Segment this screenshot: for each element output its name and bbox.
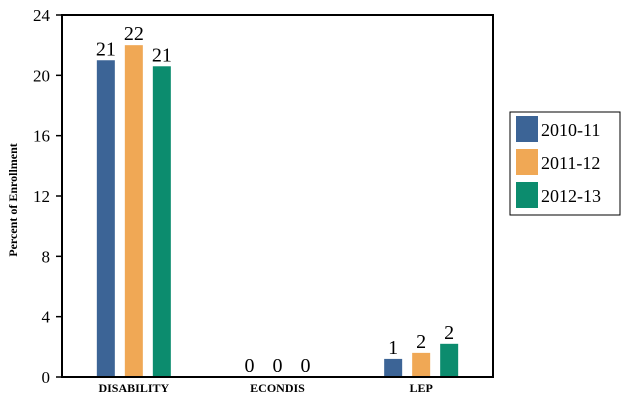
bar-disability-2010-11 (96, 60, 115, 377)
data-label: 21 (152, 44, 172, 66)
plot-frame (61, 14, 494, 378)
y-tick-label: 4 (42, 308, 51, 327)
y-tick-label: 16 (33, 127, 50, 146)
data-label: 0 (273, 355, 283, 377)
bar-disability-2012-13 (152, 66, 171, 378)
y-tick-label: 12 (33, 187, 50, 206)
y-axis-ticks: 0 4 8 12 16 20 24 (33, 6, 62, 387)
bars (96, 45, 459, 378)
y-axis-title: Percent of Enrollment (6, 143, 20, 257)
data-label: 22 (124, 23, 144, 45)
data-label: 2 (416, 331, 426, 353)
legend-label: 2012-13 (541, 186, 601, 206)
legend-swatch (516, 116, 538, 142)
legend-swatch (516, 149, 538, 175)
category-labels: DISABILITY ECONDIS LEP (98, 381, 432, 395)
bar-lep-2012-13 (440, 343, 459, 377)
y-tick-label: 20 (33, 66, 50, 85)
category-label-lep: LEP (409, 381, 432, 395)
data-label: 0 (245, 355, 255, 377)
category-label-disability: DISABILITY (98, 381, 169, 395)
legend-swatch (516, 182, 538, 208)
category-label-econdis: ECONDIS (250, 381, 305, 395)
legend-label: 2010-11 (541, 120, 600, 140)
data-label: 2 (444, 322, 454, 344)
legend: 2010-11 2011-12 2012-13 (509, 111, 621, 216)
data-label: 0 (301, 355, 311, 377)
bar-lep-2011-12 (412, 352, 431, 377)
bar-lep-2010-11 (384, 358, 403, 377)
bar-disability-2011-12 (124, 45, 143, 378)
y-tick-label: 8 (42, 247, 51, 266)
data-label: 21 (96, 38, 116, 60)
data-label: 1 (388, 337, 398, 359)
legend-label: 2011-12 (541, 153, 600, 173)
y-tick-label: 24 (33, 6, 51, 25)
y-tick-label: 0 (42, 368, 51, 387)
